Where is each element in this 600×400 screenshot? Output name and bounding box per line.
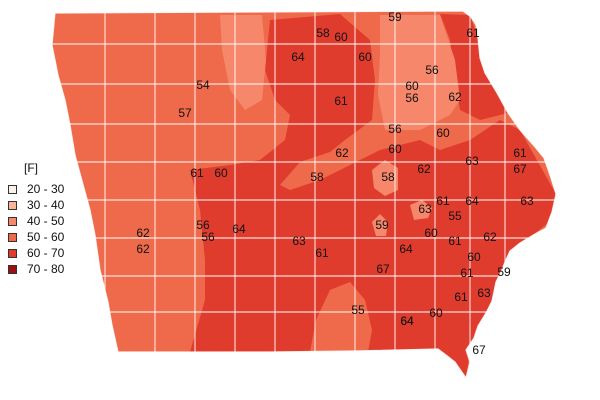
region-60-70-central: [190, 14, 556, 378]
temperature-value-label: 56: [196, 218, 210, 232]
temperature-value-label: 56: [425, 63, 439, 77]
temperature-value-label: 59: [375, 218, 389, 232]
region-60-70-northeast: [440, 14, 508, 120]
legend-swatch: [8, 232, 17, 242]
temperature-value-label: 60: [436, 126, 450, 140]
legend-items: 20 - 30 30 - 40 40 - 50 50 - 60 60 - 70 70 - …: [8, 181, 64, 277]
temperature-value-label: 61: [315, 246, 329, 260]
legend-item: 20 - 30: [8, 181, 64, 197]
region-50-60-south: [310, 282, 372, 352]
temperature-value-label: 64: [399, 242, 413, 256]
temperature-value-label: 64: [400, 314, 414, 328]
legend-label: 70 - 80: [27, 262, 65, 276]
temperature-value-label: 63: [477, 286, 491, 300]
temperature-value-label: 61: [454, 290, 468, 304]
legend-label: 40 - 50: [27, 214, 65, 228]
legend-item: 30 - 40: [8, 197, 64, 213]
temperature-value-label: 58: [310, 170, 324, 184]
temperature-value-label: 60: [358, 50, 372, 64]
temperature-value-label: 61: [190, 166, 204, 180]
legend-swatch: [8, 216, 17, 226]
legend-label: 60 - 70: [27, 246, 65, 260]
temperature-value-label: 58: [381, 170, 395, 184]
temperature-value-label: 56: [405, 91, 419, 105]
legend-label: 20 - 30: [27, 182, 65, 196]
temperature-value-label: 64: [232, 222, 246, 236]
temperature-value-label: 62: [417, 162, 431, 176]
temperature-value-label: 60: [405, 79, 419, 93]
region-40-50-pocket-58: [372, 160, 398, 196]
legend-item: 70 - 80: [8, 261, 64, 277]
legend-swatch: [8, 200, 17, 210]
temperature-value-label: 59: [388, 10, 402, 24]
temperature-value-label: 60: [467, 250, 481, 264]
temperature-value-label: 61: [460, 266, 474, 280]
legend-label: 50 - 60: [27, 230, 65, 244]
temperature-value-label: 60: [429, 306, 443, 320]
temperature-value-label: 62: [136, 226, 150, 240]
temperature-value-label: 60: [388, 142, 402, 156]
contour-regions: [190, 14, 556, 378]
temperature-value-label: 64: [291, 50, 305, 64]
temperature-value-label: 60: [214, 166, 228, 180]
temperature-value-label: 56: [388, 122, 402, 136]
county-boundaries: [51, 10, 557, 380]
region-40-50-nw: [220, 15, 266, 110]
temperature-value-label: 58: [316, 26, 330, 40]
temperature-value-label: 56: [201, 230, 215, 244]
legend: [F] 20 - 30 30 - 40 40 - 50 50 - 60 60 - 70 7…: [8, 161, 64, 277]
temperature-value-label: 62: [335, 146, 349, 160]
temperature-value-label: 60: [334, 30, 348, 44]
temperature-value-label: 61: [448, 234, 462, 248]
legend-title: [F]: [24, 161, 38, 175]
temperature-value-label: 67: [376, 262, 390, 276]
temperature-value-label: 62: [136, 242, 150, 256]
temperature-value-label: 61: [466, 26, 480, 40]
legend-label: 30 - 40: [27, 198, 65, 212]
region-40-50-pocket-55: [410, 200, 432, 220]
legend-swatch: [8, 264, 17, 274]
temperature-value-label: 62: [483, 230, 497, 244]
temperature-value-label: 62: [448, 90, 462, 104]
temperature-value-label: 55: [448, 209, 462, 223]
temperature-value-label: 67: [472, 343, 486, 357]
temperature-value-label: 61: [513, 146, 527, 160]
legend-item: 40 - 50: [8, 213, 64, 229]
temperature-value-label: 60: [424, 226, 438, 240]
legend-swatch: [8, 184, 17, 194]
temperature-value-label: 63: [465, 154, 479, 168]
temperature-value-label: 63: [292, 234, 306, 248]
region-40-50-pocket-59: [372, 214, 388, 236]
legend-item: 50 - 60: [8, 229, 64, 245]
legend-item: 60 - 70: [8, 245, 64, 261]
legend-swatch: [8, 248, 17, 258]
temperature-value-label: 59: [497, 265, 511, 279]
temperature-value-label: 55: [351, 303, 365, 317]
temperature-value-label: 61: [334, 94, 348, 108]
temperature-value-label: 64: [465, 194, 479, 208]
temperature-value-label: 63: [418, 202, 432, 216]
temperature-value-label: 54: [196, 78, 210, 92]
temperature-value-label: 67: [513, 162, 527, 176]
temperature-value-label: 61: [436, 194, 450, 208]
temperature-value-label: 64: [400, 314, 414, 328]
temperature-value-label: 57: [178, 106, 192, 120]
temperature-value-label: 63: [520, 194, 534, 208]
